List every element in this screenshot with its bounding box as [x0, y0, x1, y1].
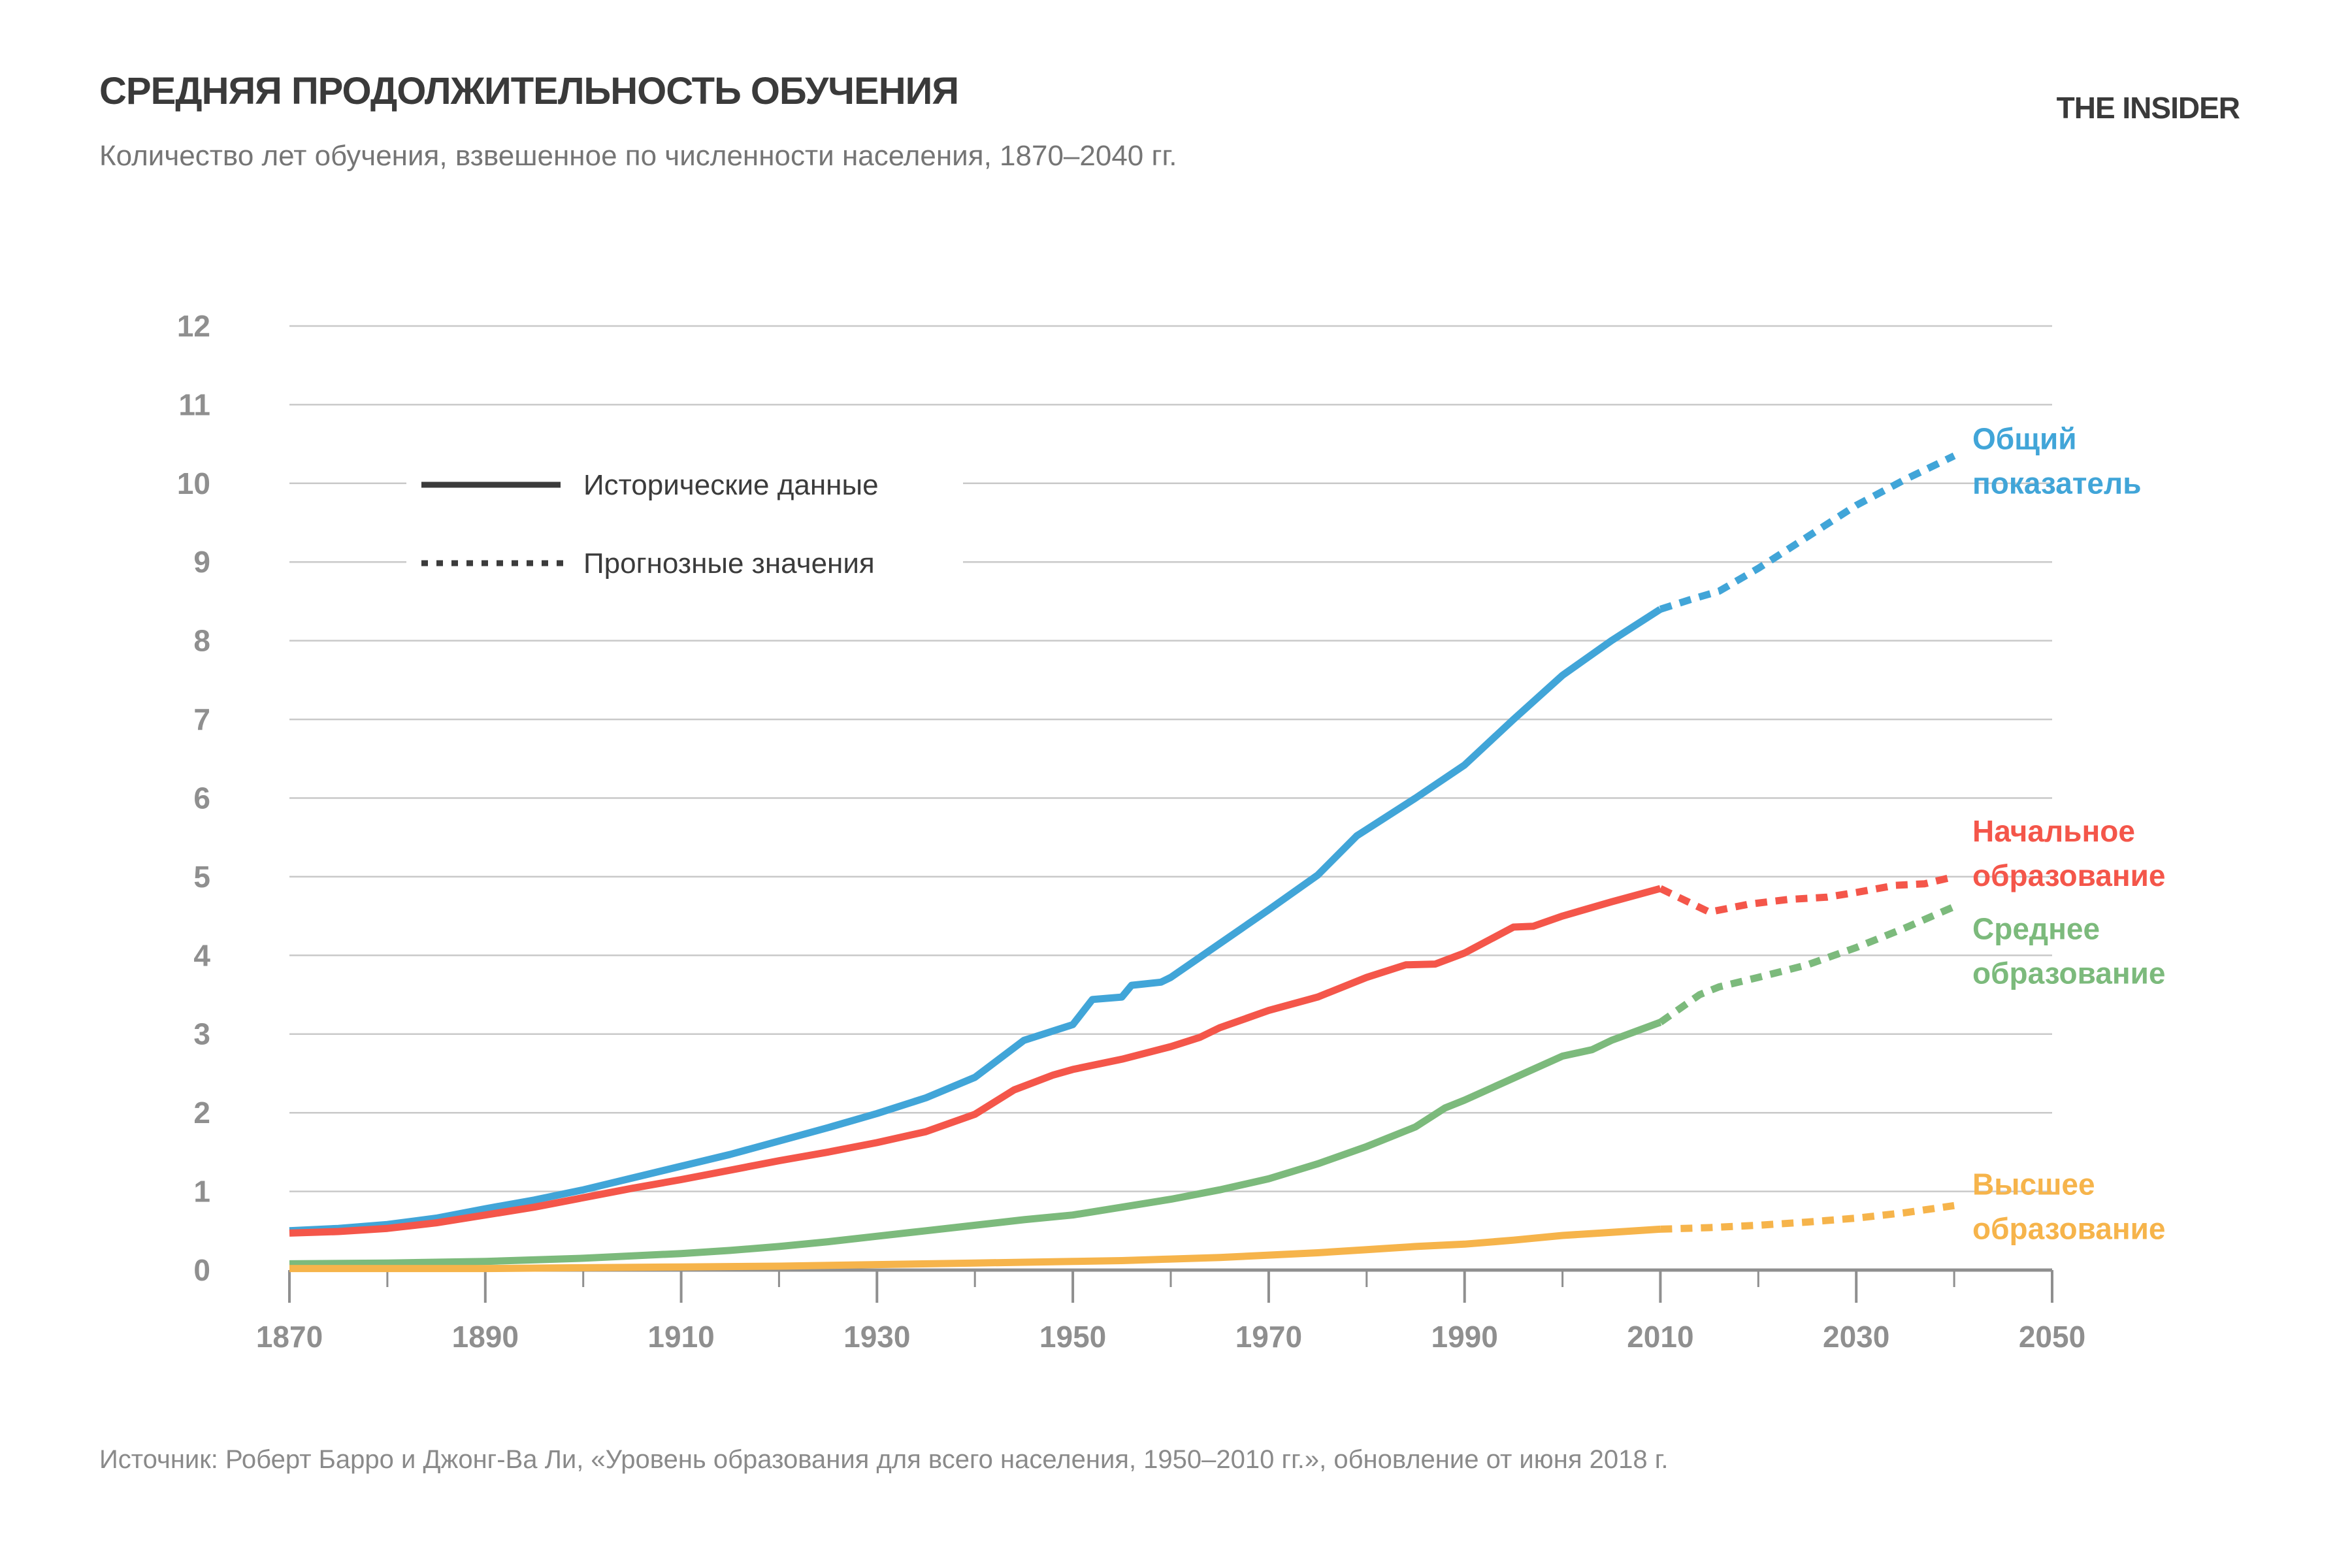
series-primary-label-line-1: Начальное [1972, 814, 2135, 848]
y-tick-label-8: 8 [193, 624, 210, 658]
y-tick-label-3: 3 [193, 1017, 210, 1051]
series-secondary-label-line-1: Среднее [1972, 912, 2100, 946]
legend-forecast-label: Прогнозные значения [583, 547, 875, 580]
x-tick-label-1890: 1890 [452, 1320, 519, 1354]
y-tick-label-10: 10 [177, 466, 210, 500]
x-tick-label-1970: 1970 [1235, 1320, 1302, 1354]
series-primary-label-line-2: образование [1972, 858, 2165, 892]
x-tick-label-2010: 2010 [1627, 1320, 1693, 1354]
series-tertiary-historical-line [289, 1225, 1661, 1273]
series-total-historical-line [289, 606, 1663, 1235]
y-tick-label-11: 11 [178, 387, 210, 421]
source-note: Источник: Роберт Барро и Джонг-Ва Ли, «У… [99, 1445, 1669, 1474]
series-primary-historical-line [289, 885, 1661, 1237]
y-tick-label-7: 7 [193, 702, 210, 736]
y-tick-label-0: 0 [193, 1253, 210, 1287]
page-title: СРЕДНЯЯ ПРОДОЛЖИТЕЛЬНОСТЬ ОБУЧЕНИЯ [99, 70, 959, 112]
legend: Исторические данные Прогнозные значения [406, 465, 963, 584]
y-tick-label-2: 2 [193, 1096, 210, 1130]
series-total-label-line-2: показатель [1972, 466, 2142, 500]
series-secondary-forecast-line [1658, 903, 1956, 1026]
x-tick-label-2050: 2050 [2019, 1320, 2085, 1354]
series-secondary-historical-line [289, 1019, 1662, 1267]
x-tick-label-1910: 1910 [647, 1320, 714, 1354]
y-tick-label-1: 1 [193, 1175, 210, 1209]
x-tick-label-1930: 1930 [843, 1320, 910, 1354]
series-secondary-label-line-2: образование [1972, 956, 2165, 990]
x-axis-labels: 1870 1890 1910 1930 1950 1970 1990 2010 2030 2050 [256, 1320, 2085, 1354]
brand-logo: THE INSIDER [2056, 91, 2240, 125]
y-tick-label-5: 5 [193, 860, 210, 894]
series-labels: Общий показатель Начальное образование Средн… [1972, 422, 2165, 1246]
y-tick-label-6: 6 [193, 781, 210, 815]
series-total-label-line-1: Общий [1972, 422, 2077, 456]
y-tick-label-4: 4 [193, 938, 210, 972]
series-tertiary-forecast-line [1660, 1201, 1955, 1233]
x-tick-label-1990: 1990 [1431, 1320, 1498, 1354]
page-subtitle: Количество лет обучения, взвешенное по ч… [99, 140, 1177, 172]
x-tick-label-1870: 1870 [256, 1320, 323, 1354]
gridlines [289, 325, 2052, 1192]
series-lines [289, 452, 1956, 1273]
x-axis [288, 1268, 2053, 1303]
x-tick-label-2030: 2030 [1823, 1320, 1889, 1354]
series-tertiary-label-line-1: Высшее [1972, 1167, 2095, 1201]
series-tertiary-label-line-2: образование [1972, 1211, 2165, 1245]
y-tick-label-9: 9 [193, 545, 210, 579]
x-tick-label-1950: 1950 [1039, 1320, 1106, 1354]
series-primary-forecast-line [1659, 873, 1955, 916]
series-total-forecast-line [1659, 452, 1956, 613]
y-tick-label-12: 12 [177, 309, 210, 343]
legend-historical-label: Исторические данные [583, 469, 879, 501]
